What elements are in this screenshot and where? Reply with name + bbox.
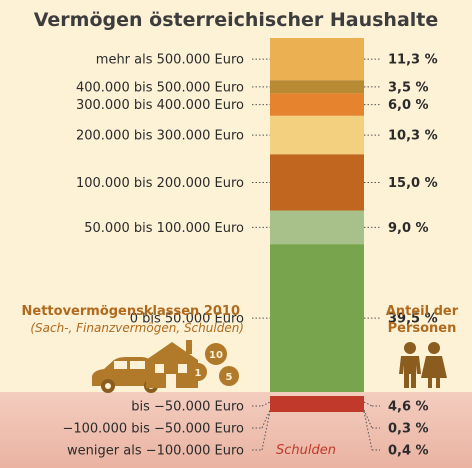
value-label: 4,6 % [388,400,429,415]
category-label: 400.000 bis 500.000 Euro [76,80,244,95]
value-label: 9,0 % [388,221,429,236]
leader-line [363,401,373,407]
value-label: 0,4 % [388,444,429,459]
share-heading-line2: Personen [388,321,457,336]
category-label: mehr als 500.000 Euro [96,53,244,68]
bar-segment [270,396,364,412]
category-label: weniger als −100.000 Euro [67,444,244,459]
bar-segment [270,210,364,245]
leader-lines [252,58,380,451]
category-labels: mehr als 500.000 Euro 400.000 bis 500.000… [62,53,244,459]
value-label: 3,5 % [388,80,429,95]
value-label: 10,3 % [388,129,438,144]
category-label: 50.000 bis 100.000 Euro [84,221,244,236]
category-label: −100.000 bis −50.000 Euro [62,422,244,437]
bar-segment [270,80,364,94]
bar-segment [270,115,364,155]
value-label: 11,3 % [388,53,438,68]
debt-label: Schulden [276,443,336,458]
people-icon [399,342,447,388]
leader-line [261,401,271,407]
bar-segment [270,93,364,116]
leader-line [363,411,373,451]
coins-icon: 10 1 5 [189,343,239,386]
category-label: 200.000 bis 300.000 Euro [76,129,244,144]
house-icon [146,340,198,388]
bar-segment [270,38,364,81]
chart-title: Vermögen österreichischer Haushalte [34,9,439,31]
positive-heading: Nettovermögensklassen 2010 [22,304,240,319]
value-label: 39,5 % [388,312,438,327]
value-label: 15,0 % [388,176,438,191]
bars-group [270,38,364,412]
bar-segment [270,154,364,211]
debt-band [0,392,472,468]
leader-line [261,411,271,451]
positive-subheading: (Sach-, Finanzvermögen, Schulden) [30,321,244,335]
coin-label-5: 5 [226,372,233,383]
value-label: 0,3 % [388,422,429,437]
share-heading-line1: Anteil der [386,304,459,319]
category-label: 0 bis 50.000 Euro [130,312,244,327]
category-label: 100.000 bis 200.000 Euro [76,176,244,191]
category-label: 300.000 bis 400.000 Euro [76,98,244,113]
category-label: bis −50.000 Euro [131,400,244,415]
coin-label-10: 10 [209,350,223,361]
value-label: 6,0 % [388,98,429,113]
bar-segment [270,244,364,392]
value-labels: 11,3 % 3,5 % 6,0 % 10,3 % 15,0 % 9,0 % 39,5 % 4… [388,53,438,459]
coin-label-1: 1 [195,368,202,379]
